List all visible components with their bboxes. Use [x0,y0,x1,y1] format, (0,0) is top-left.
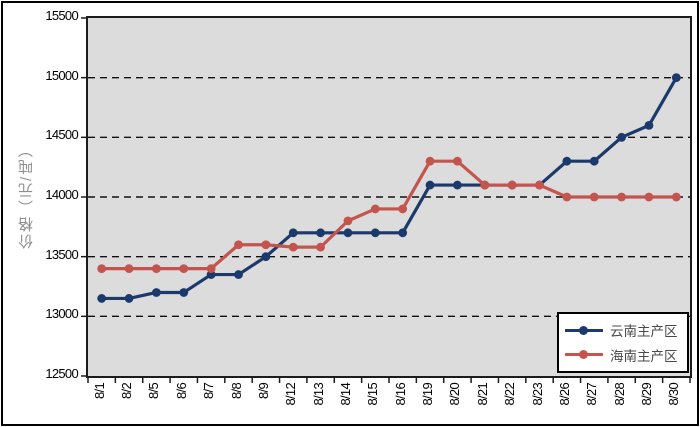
data-point [288,242,298,252]
legend-dot-icon [579,350,588,360]
y-tick-label: 14500 [45,127,78,143]
legend: 云南主产区 海南主产区 [557,312,689,373]
data-point [453,156,462,166]
x-tick-label: 8/13 [310,383,326,406]
data-point [562,192,572,202]
data-point [124,264,134,273]
data-point [370,204,380,214]
legend-dot-icon [579,325,588,335]
data-point [398,204,408,214]
x-tick-label: 8/15 [365,383,381,406]
x-tick-label: 8/8 [228,383,244,399]
data-point [480,180,490,190]
series-line-1 [100,159,678,271]
legend-marker-yunnan [565,325,603,335]
y-tick-label: 13500 [45,246,78,262]
data-point [617,192,626,202]
data-point [206,264,216,273]
x-tick-label: 8/30 [666,383,682,406]
data-point [398,228,408,238]
data-point [152,264,161,273]
data-point [453,180,462,190]
data-point [562,156,572,166]
x-tick-label: 8/9 [255,383,271,399]
x-tick-label: 8/7 [201,383,217,399]
x-tick-label: 8/26 [556,383,572,406]
data-point [370,228,380,238]
data-point [617,132,626,142]
legend-label-hainan: 海南主产区 [610,348,678,364]
series-line-0 [100,76,678,301]
x-tick-label: 8/14 [337,383,353,406]
x-tick-label: 8/23 [529,383,545,406]
x-tick-label: 8/22 [502,383,518,406]
legend-item-hainan: 海南主产区 [565,345,681,365]
y-tick-label: 12500 [45,366,78,381]
x-tick-label: 8/21 [474,383,490,406]
data-point [644,121,654,130]
y-tick-label: 15500 [45,8,78,23]
legend-item-yunnan: 云南主产区 [565,320,681,340]
data-point [316,228,325,238]
data-point [316,242,325,252]
data-point [288,228,298,238]
data-point [97,294,107,303]
x-tick-label: 8/27 [584,383,600,406]
x-tick-label: 8/29 [638,383,654,406]
data-point [343,216,353,226]
data-point [97,264,107,273]
data-point [261,240,271,250]
x-tick-label: 8/20 [447,383,463,406]
chart-canvas [81,17,691,383]
data-point [671,192,681,202]
data-point [644,192,654,202]
data-point [234,240,243,250]
x-tick-label: 8/5 [146,383,162,399]
data-point [179,264,189,273]
data-point [425,180,435,190]
x-tick-label: 8/16 [392,383,408,406]
x-tick-label: 8/2 [119,383,135,399]
y-tick-label: 14000 [45,187,78,202]
x-tick-label: 8/1 [91,383,107,399]
data-point [234,270,243,279]
data-point [425,156,435,166]
data-point [343,228,353,238]
data-point [124,294,134,303]
data-point [152,288,161,297]
x-tick-label: 8/28 [611,383,627,406]
x-tick-label: 8/19 [420,383,436,406]
data-point [179,288,189,297]
y-tick-label: 13000 [45,306,78,322]
legend-label-yunnan: 云南主产区 [610,324,678,340]
data-point [589,156,599,166]
data-point [671,73,681,83]
data-point [589,192,599,202]
data-point [507,180,517,190]
y-tick-label: 15000 [45,67,78,83]
x-tick-label: 8/12 [283,383,299,406]
x-tick-label: 8/6 [173,383,189,399]
data-point [535,180,544,190]
legend-marker-hainan [565,350,603,360]
data-point [261,252,271,262]
